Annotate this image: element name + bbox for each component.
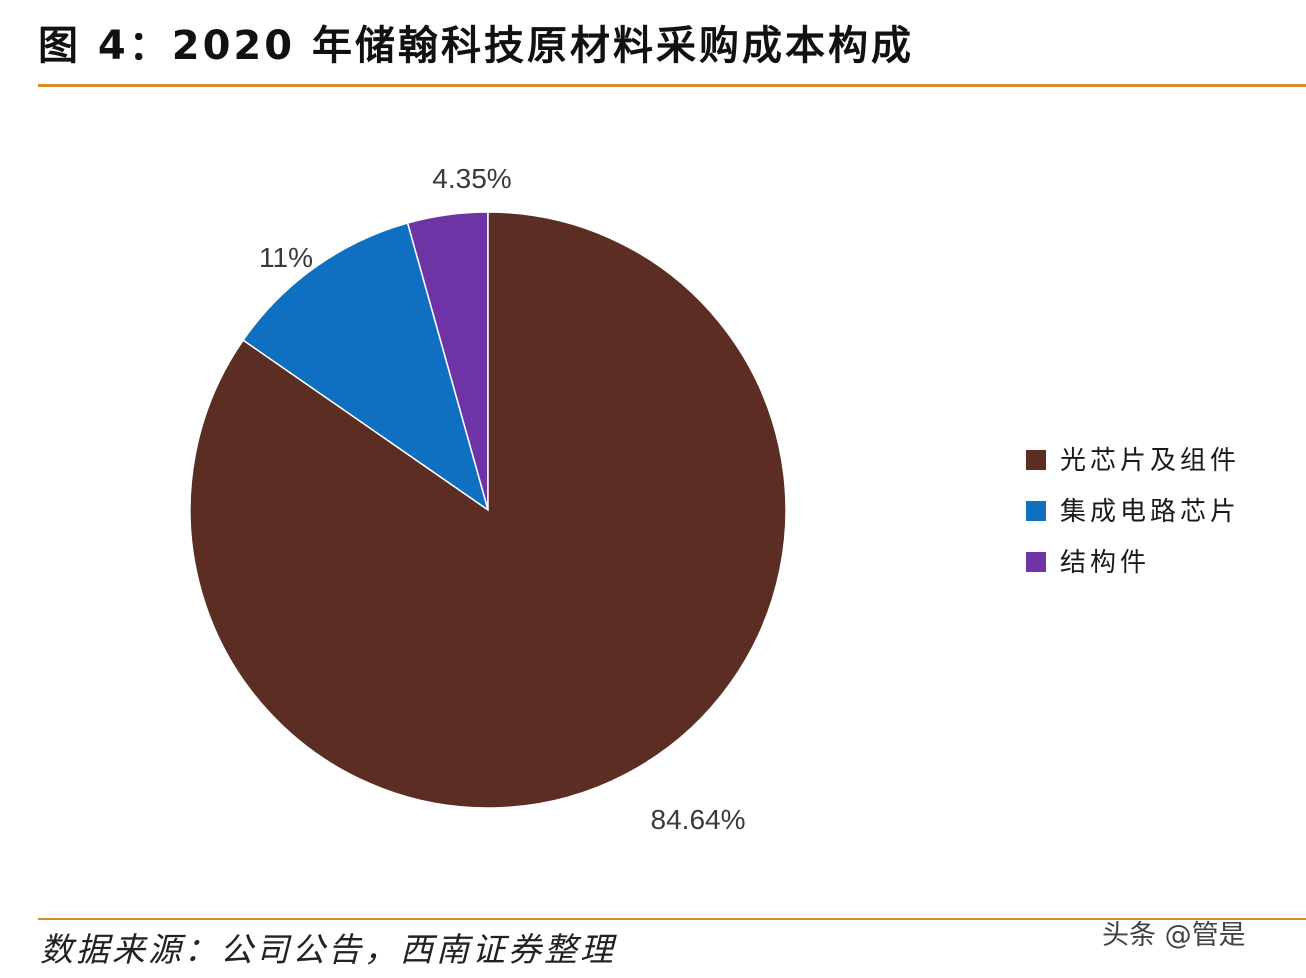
pie-slices bbox=[189, 211, 787, 809]
watermark: 头条 @管是 bbox=[1102, 920, 1246, 951]
data-label-3: 4.35% bbox=[432, 163, 511, 194]
legend-swatch-3 bbox=[1026, 552, 1046, 572]
data-label-1: 84.64% bbox=[651, 804, 746, 835]
legend-label-3: 结构件 bbox=[1060, 548, 1150, 578]
title-underline bbox=[38, 84, 1306, 87]
pie-slice-2 bbox=[242, 222, 490, 512]
legend-swatch-1 bbox=[1026, 450, 1046, 470]
pie-data-labels: 84.64% 11% 4.35% bbox=[259, 163, 745, 835]
legend-label-2: 集成电路芯片 bbox=[1060, 497, 1240, 527]
source-note: 数据来源：公司公告，西南证券整理 bbox=[40, 930, 616, 969]
legend-label-1: 光芯片及组件 bbox=[1060, 446, 1240, 476]
legend-swatch-2 bbox=[1026, 501, 1046, 521]
pie-slice-1 bbox=[189, 211, 787, 809]
data-label-2: 11% bbox=[259, 242, 313, 273]
footer-rule bbox=[38, 918, 1306, 920]
figure-title: 图 4：2020 年储翰科技原材料采购成本构成 bbox=[38, 23, 915, 69]
